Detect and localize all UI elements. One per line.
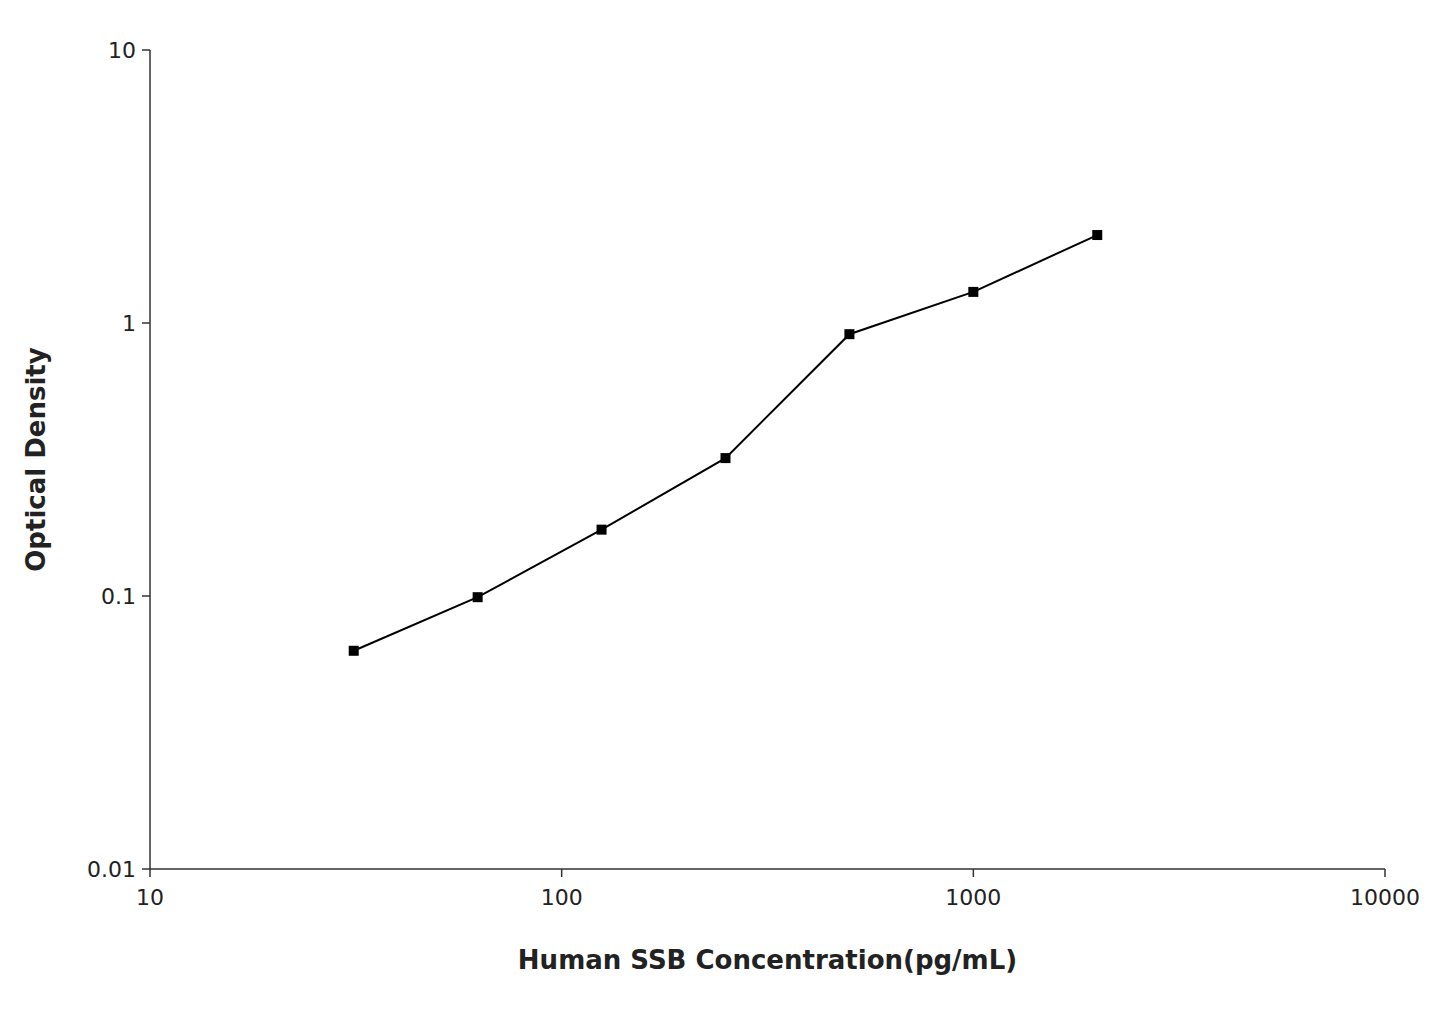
x-tick-label: 100	[541, 885, 583, 910]
data-marker	[1092, 230, 1102, 240]
data-marker	[968, 287, 978, 297]
x-axis-line	[150, 868, 1385, 870]
x-tick	[149, 869, 151, 877]
y-axis-label: Optical Density	[21, 347, 51, 572]
data-marker	[720, 453, 730, 463]
y-tick-label: 0.1	[101, 584, 136, 609]
x-tick-label: 10000	[1350, 885, 1420, 910]
x-tick	[561, 869, 563, 877]
chart-container: 10 100 1000 10000 0.01 0.1 1 10 Human SSB Concen…	[0, 0, 1445, 1009]
data-marker	[473, 592, 483, 602]
y-tick-label: 0.01	[87, 857, 136, 882]
x-axis-label: Human SSB Concentration(pg/mL)	[518, 945, 1017, 975]
y-tick-label: 10	[108, 38, 136, 63]
data-line	[354, 235, 1098, 651]
x-tick	[973, 869, 975, 877]
data-marker	[597, 525, 607, 535]
x-tick	[1384, 869, 1386, 877]
y-axis-line	[149, 50, 151, 869]
chart-svg: 10 100 1000 10000 0.01 0.1 1 10 Human SSB Concen…	[0, 0, 1445, 1009]
page: {"chart_data": {"type": "line", "xlabel"…	[0, 0, 1445, 1009]
data-marker	[349, 646, 359, 656]
x-tick-label: 1000	[945, 885, 1001, 910]
data-marker	[844, 329, 854, 339]
y-tick-label: 1	[122, 311, 136, 336]
axes: 10 100 1000 10000 0.01 0.1 1 10	[87, 38, 1420, 910]
plot-area	[349, 230, 1103, 656]
x-tick-label: 10	[136, 885, 164, 910]
y-tick	[142, 868, 150, 870]
y-tick	[142, 595, 150, 597]
y-tick	[142, 322, 150, 324]
y-tick	[142, 49, 150, 51]
